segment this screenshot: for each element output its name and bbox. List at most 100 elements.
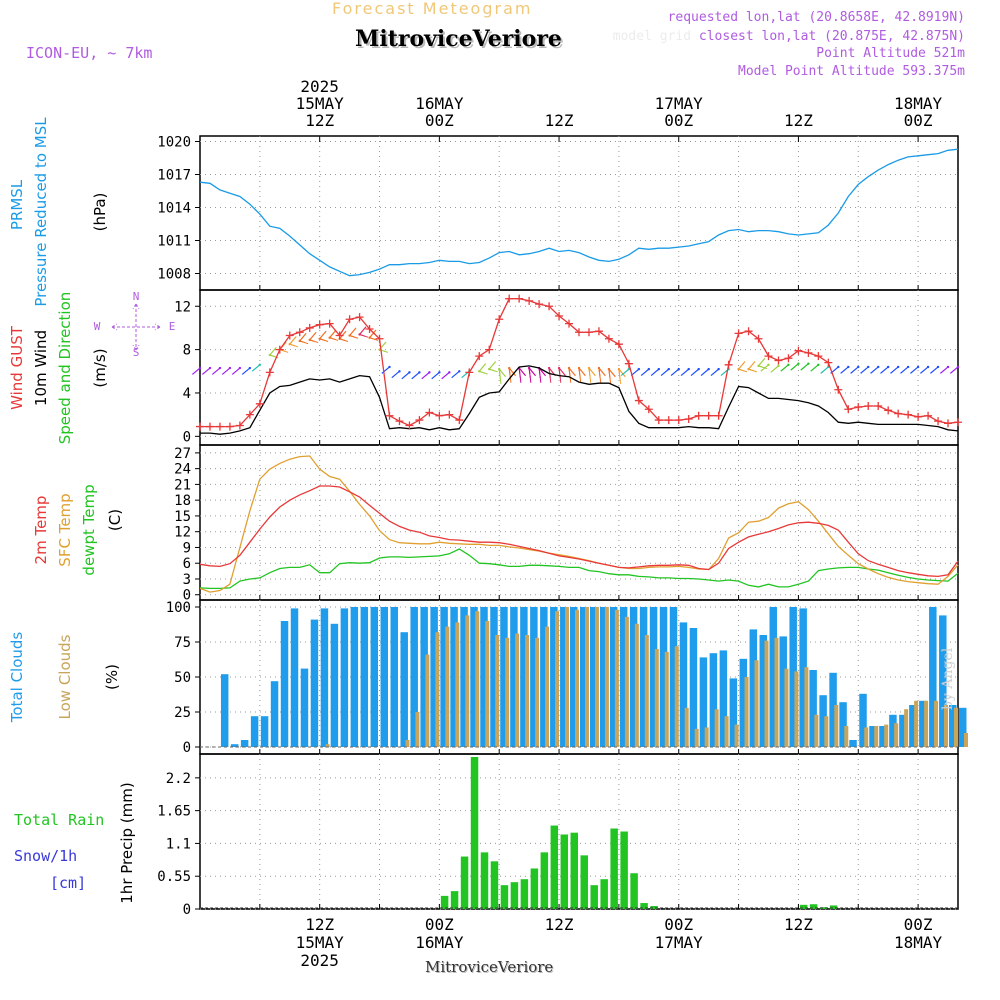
gust-marker <box>674 416 683 425</box>
wind-barb-dot <box>547 366 551 370</box>
rain-bar <box>510 882 519 909</box>
gust-marker <box>495 315 504 324</box>
wind-barb-dot <box>817 363 820 366</box>
gust-marker <box>295 328 304 337</box>
gust-marker <box>275 345 284 354</box>
gust-marker <box>754 334 763 343</box>
total-cloud-bar <box>220 674 229 747</box>
gust-marker <box>465 368 474 377</box>
total-cloud-bar <box>390 607 398 747</box>
total-cloud-bar <box>799 608 807 747</box>
gust-marker <box>654 416 663 425</box>
total-cloud-bar <box>919 700 927 747</box>
wind-barb <box>758 357 766 367</box>
wind-barb <box>760 364 769 372</box>
total-cloud-bar <box>879 726 887 747</box>
gust-marker <box>345 315 354 324</box>
panel-frame-temp <box>199 444 959 601</box>
y-tick-label-precip: 1.1 <box>166 836 191 852</box>
gust-marker <box>515 294 524 303</box>
wind-barb <box>900 366 909 374</box>
wind-barb-hatch <box>758 365 768 370</box>
y-tick-label-clouds: 75 <box>174 635 191 651</box>
wind-barb-dot <box>208 366 212 370</box>
wind-barb <box>930 366 939 374</box>
gust-marker <box>624 359 633 368</box>
total-cloud-bar <box>560 607 568 747</box>
wind-barb <box>269 346 277 356</box>
wind-barb-dot <box>657 367 660 371</box>
wind-barb-dot <box>767 363 770 366</box>
bottom-time-label: 00Z <box>904 915 933 934</box>
y-tick-label-pressure: 1014 <box>157 201 191 217</box>
wind-barb <box>738 361 746 370</box>
gust-marker <box>864 401 873 410</box>
y-tick-label-wind: 12 <box>174 299 191 315</box>
total-cloud-bar <box>530 607 538 747</box>
wind-barb <box>191 367 201 375</box>
wind-barb <box>568 367 576 377</box>
wind-barb-hatch <box>598 367 602 383</box>
requested-coords: requested lon,lat (20.8658E, 42.8919N) <box>667 10 965 25</box>
rain-bar <box>640 903 648 909</box>
y-tick-label-temp: 9 <box>183 540 191 556</box>
wind-barb-dot <box>557 366 561 370</box>
top-time-label: 00Z <box>664 111 693 130</box>
total-cloud-bar <box>290 608 299 747</box>
closest-coords: model grid closest lon,lat (20.875E, 42.… <box>613 29 965 44</box>
gust-marker <box>445 410 454 419</box>
wind-barb <box>319 330 327 340</box>
wind-barb-dot <box>637 367 641 371</box>
gust-marker <box>375 334 384 343</box>
low-cloud-bar <box>654 649 659 747</box>
low-cloud-bar <box>565 607 570 747</box>
wind-barb <box>660 368 670 377</box>
gust-marker <box>734 329 743 338</box>
wind-barb <box>939 366 949 374</box>
low-cloud-bar <box>834 705 839 747</box>
rain-bar <box>450 891 459 909</box>
wind-barb-dot <box>218 366 222 370</box>
wind-barb-dot <box>667 367 670 371</box>
total-cloud-bar <box>649 607 658 747</box>
wind-series <box>191 294 962 435</box>
gust-marker <box>634 396 643 405</box>
wind-barb-dot <box>926 365 930 369</box>
low-cloud-bar <box>704 727 709 747</box>
rain-bar <box>540 852 549 909</box>
wind-barb-hatch <box>538 367 542 383</box>
product-title: Forecast Meteogram <box>332 0 533 18</box>
wind-barb-hatch <box>339 338 349 342</box>
total-cloud-bar <box>440 607 448 747</box>
wind-barb-dot <box>847 365 850 369</box>
wind-barb-dot <box>577 366 581 370</box>
y-tick-label-pressure: 1008 <box>157 267 191 283</box>
wind-barb <box>251 364 261 372</box>
rain-bar <box>480 852 489 909</box>
low-cloud-bar <box>634 623 639 747</box>
snow-label: Snow/1h <box>14 847 77 865</box>
snow-unit-label: [cm] <box>50 874 86 892</box>
gust-marker <box>804 348 813 357</box>
bottom-time-label: 12Z <box>784 915 813 934</box>
gust-marker <box>644 405 653 414</box>
low-cloud-bar <box>774 637 779 747</box>
wind-barb <box>820 366 829 374</box>
wind-barb-hatch <box>608 369 612 385</box>
low-cloud-bar <box>485 621 490 747</box>
total-cloud-bar <box>659 607 668 747</box>
top-time-label: 17MAY <box>655 94 704 113</box>
low-cloud-bar <box>465 615 470 747</box>
closest-coords-text: closest lon,lat (20.875E, 42.875N) <box>698 29 965 44</box>
gust-marker <box>355 313 364 322</box>
sfc-temp-line <box>199 455 959 593</box>
total-cloud-bar <box>330 623 339 747</box>
temp-unit: (C) <box>106 509 124 531</box>
total-cloud-bar <box>719 650 728 747</box>
low-cloud-bar <box>545 626 550 747</box>
wind-barb <box>608 368 616 378</box>
total-cloud-bar <box>300 668 309 747</box>
gust-marker <box>934 417 943 426</box>
wind-barb-dot <box>697 367 700 371</box>
